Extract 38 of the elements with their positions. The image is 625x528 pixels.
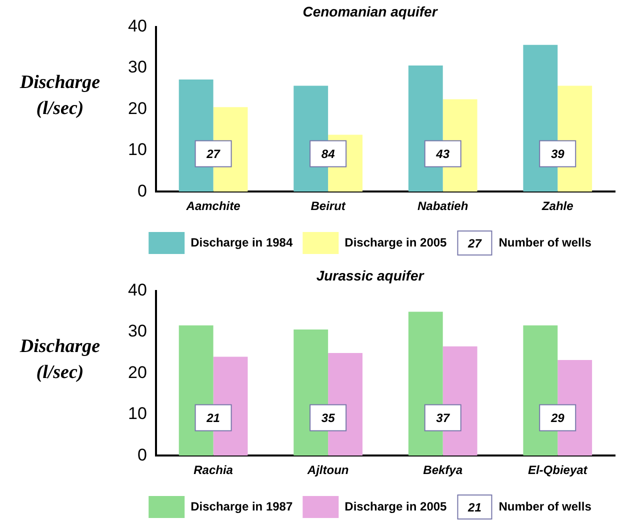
annotation: 39 bbox=[550, 147, 565, 162]
annotation: 27 bbox=[206, 147, 222, 162]
chart-title: Jurassic aquifer bbox=[316, 267, 426, 284]
legend-label: Discharge in 1984 bbox=[190, 235, 293, 250]
x-tick-label: Nabatieh bbox=[417, 199, 468, 214]
y-tick-label: 0 bbox=[137, 445, 147, 464]
x-tick-label: Rachia bbox=[194, 463, 234, 478]
x-tick-label: Bekfya bbox=[423, 463, 463, 478]
text: Number of wells bbox=[498, 235, 592, 250]
y-tick-label: 30 bbox=[128, 58, 147, 77]
legend-label: Discharge in 2005 bbox=[344, 235, 448, 250]
x-tick-label: El-Qbieyat bbox=[528, 463, 588, 478]
text: 27 bbox=[468, 236, 482, 250]
y-tick-label: 10 bbox=[128, 140, 147, 160]
y-axis-title: Discharge (l/sec) bbox=[18, 335, 102, 385]
legend-label: Discharge in 2005 bbox=[344, 499, 448, 514]
y-tick-label: 40 bbox=[128, 280, 147, 300]
x-tick-label: Zahle bbox=[540, 199, 574, 214]
annotation: 37 bbox=[436, 411, 451, 426]
y-tick-label: 20 bbox=[128, 362, 147, 382]
text: 21 bbox=[468, 500, 482, 514]
text: Number of wells bbox=[498, 499, 592, 514]
y-tick-label: 0 bbox=[137, 181, 147, 200]
annotation: 21 bbox=[206, 411, 220, 426]
x-tick-label: Ajltoun bbox=[306, 463, 349, 478]
annotation: 35 bbox=[321, 411, 336, 426]
y-tick-label: 10 bbox=[128, 404, 147, 424]
annotation: 29 bbox=[550, 411, 565, 426]
chart-title: Cenomanian aquifer bbox=[302, 3, 439, 20]
annotation: 43 bbox=[435, 147, 450, 162]
y-tick-label: 30 bbox=[128, 322, 147, 341]
legend-label: Discharge in 1987 bbox=[190, 499, 293, 514]
y-axis-title: Discharge (l/sec) bbox=[18, 71, 102, 121]
x-tick-label: Beirut bbox=[310, 199, 346, 214]
x-tick-label: Aamchite bbox=[185, 199, 241, 214]
y-tick-label: 20 bbox=[128, 98, 147, 118]
y-tick-label: 40 bbox=[128, 16, 147, 36]
annotation: 84 bbox=[321, 147, 336, 162]
